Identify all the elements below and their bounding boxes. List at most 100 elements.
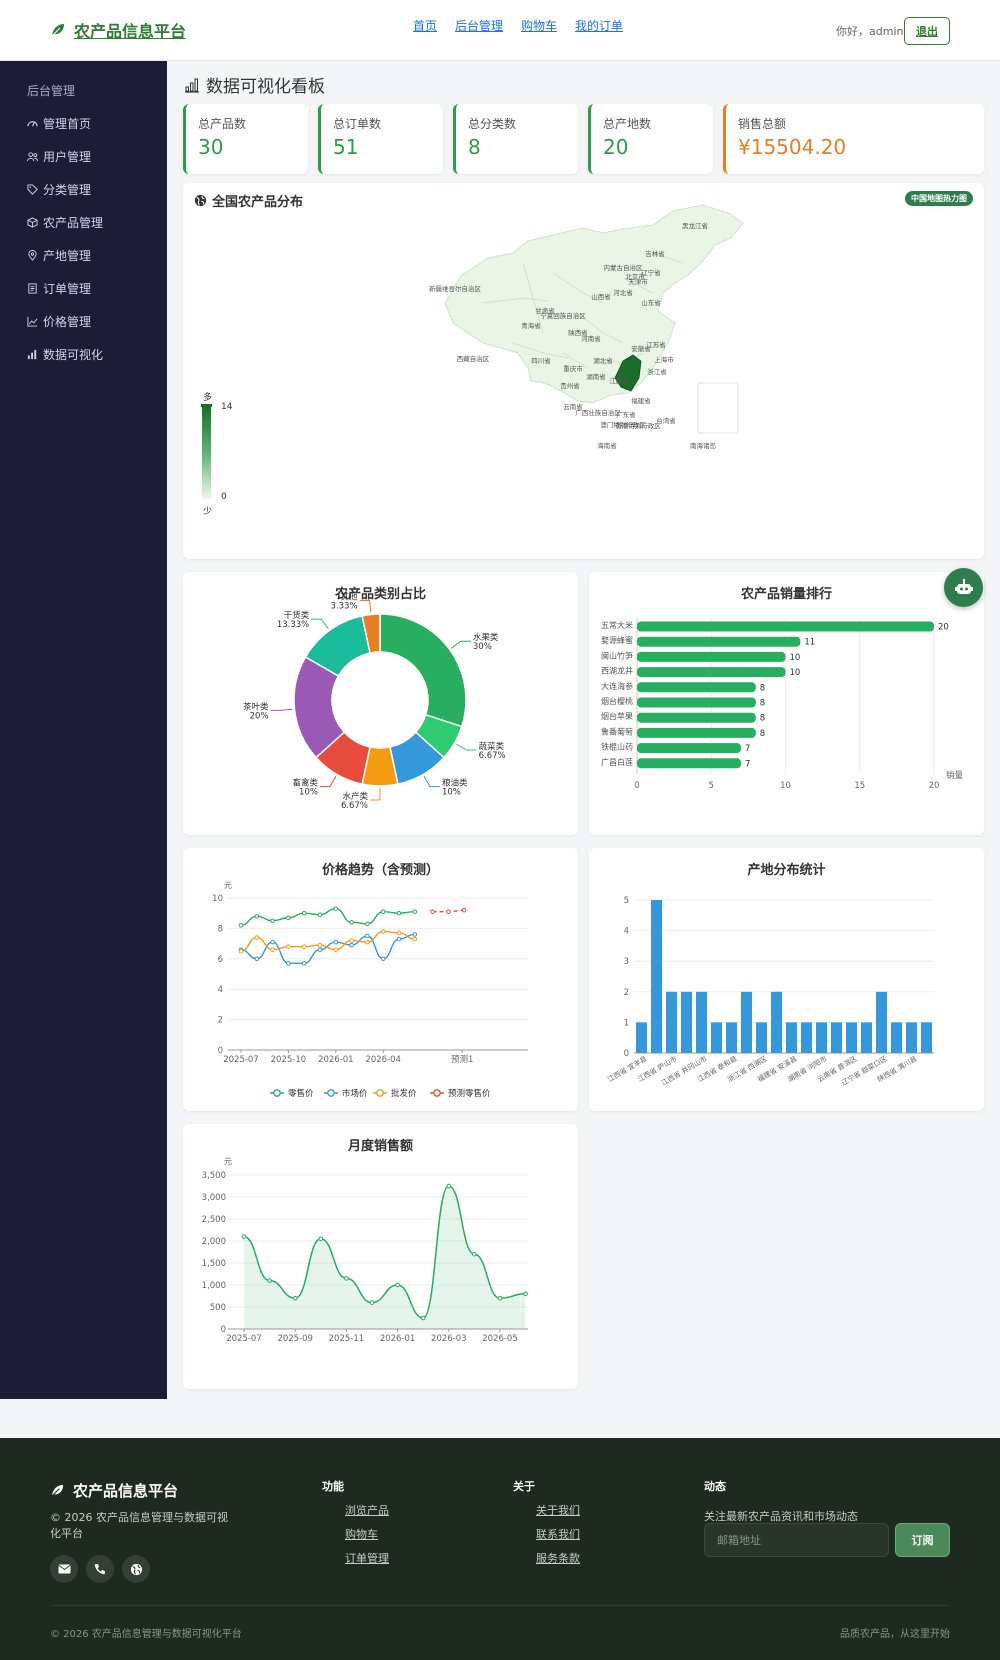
sidebar-item-dashboard[interactable]: 管理首页	[27, 115, 91, 132]
phone-social-button[interactable]	[86, 1555, 114, 1583]
nav-cart[interactable]: 购物车	[521, 19, 558, 33]
y-tick-label: 0	[218, 1046, 223, 1056]
location-icon	[28, 250, 37, 261]
bar	[876, 991, 887, 1053]
data-point	[420, 1315, 426, 1321]
bar	[786, 1022, 797, 1053]
y-tick-label: 3	[624, 957, 629, 967]
tag-icon	[27, 184, 38, 195]
province-label: 山西省	[591, 292, 611, 301]
data-point	[238, 923, 244, 928]
nav-home[interactable]: 首页	[413, 19, 438, 33]
sidebar: 后台管理 管理首页 用户管理 分类管理 农产品管理 产地管理 订单管理 价格管理…	[0, 61, 167, 1399]
bar	[637, 727, 756, 738]
logout-button[interactable]: 退出	[904, 17, 950, 45]
y-tick-label: 鲁番葡萄	[601, 726, 633, 736]
data-point	[238, 948, 244, 954]
sidebar-item-label: 数据可视化	[43, 348, 104, 362]
x-tick-label: 2026-04	[365, 1055, 401, 1065]
data-point	[380, 909, 386, 914]
legend-low: 少	[203, 507, 213, 517]
bar-value-label: 8	[760, 714, 765, 724]
sidebar-item-orders[interactable]: 订单管理	[27, 280, 91, 297]
y-tick-label: 2,500	[202, 1215, 226, 1225]
stat-value: 8	[468, 135, 481, 159]
y-tick-label: 8	[218, 924, 223, 934]
sales-ranking-card: 农产品销量排行 0 5 10 15 20 销量 五常大米 20 婺源蜂蜜 11 闽山竹笋 10 西湖龙井…	[589, 572, 984, 835]
data-point	[446, 909, 451, 914]
footer-link-cart[interactable]: 购物车	[345, 1528, 378, 1541]
stat-card-origins: 总产地数 20	[588, 104, 713, 174]
footer-link-orders[interactable]: 订单管理	[345, 1552, 389, 1565]
y-tick-label: 2	[624, 988, 629, 998]
x-tick-label: 2025-07	[223, 1055, 259, 1065]
legend-label: 预测零售价	[448, 1088, 491, 1099]
footer-copyright: © 2026 农产品信息管理与数据可视化平台	[50, 1511, 228, 1540]
bar	[711, 1022, 722, 1053]
subscribe-button[interactable]: 订阅	[895, 1523, 950, 1557]
bar-value-label: 11	[804, 638, 815, 648]
bar-value-label: 10	[790, 653, 801, 663]
x-tick-label: 0	[634, 781, 639, 791]
bar-value-label: 8	[760, 729, 765, 739]
footer-news-note: 关注最新农产品资讯和市场动态	[704, 1510, 858, 1523]
nav-admin[interactable]: 后台管理	[455, 19, 504, 33]
x-axis-label: 销量	[946, 770, 964, 781]
sidebar-item-users[interactable]: 用户管理	[27, 148, 91, 165]
bar	[637, 621, 934, 632]
stat-value: 30	[198, 135, 224, 159]
bar	[637, 651, 786, 662]
data-point	[369, 1300, 375, 1305]
sidebar-item-origins[interactable]: 产地管理	[27, 247, 91, 264]
data-point	[349, 938, 354, 943]
pie-label-line	[450, 640, 471, 649]
sidebar-item-prices[interactable]: 价格管理	[27, 313, 91, 330]
footer-brand: 农产品信息平台	[50, 1480, 178, 1501]
sidebar-item-visualization[interactable]: 数据可视化	[27, 346, 103, 363]
email-input[interactable]	[704, 1523, 889, 1557]
chat-assistant-button[interactable]	[944, 568, 983, 607]
data-point	[286, 944, 291, 949]
province-label: 天津市	[628, 277, 648, 286]
sales-area-chart: 元 0 500 1,000 1,500 2,000 2,500 3,000 3,500 2025-…	[202, 1157, 528, 1344]
y-tick-label: 大连海参	[601, 681, 633, 691]
footer-link-browse[interactable]: 浏览产品	[345, 1504, 389, 1517]
bar	[637, 712, 756, 723]
top-nav: 首页 后台管理 购物车 我的订单	[413, 17, 623, 34]
pie-label-line	[455, 743, 477, 751]
y-tick-label: 铁棍山药	[601, 742, 633, 752]
bar-value-label: 7	[745, 744, 750, 754]
sidebar-item-categories[interactable]: 分类管理	[27, 181, 91, 198]
email-social-button[interactable]	[50, 1555, 78, 1583]
bar	[681, 991, 692, 1053]
pie-label-name: 水产类	[342, 791, 368, 802]
bar	[921, 1022, 932, 1053]
brand-logo[interactable]: 农产品信息平台	[50, 18, 186, 42]
footer-link-about[interactable]: 关于我们	[536, 1504, 580, 1517]
bar-value-label: 20	[938, 623, 949, 633]
pie-label-name: 水果类	[473, 632, 499, 643]
nav-orders[interactable]: 我的订单	[575, 19, 624, 33]
web-social-button[interactable]	[122, 1555, 150, 1583]
province-label: 香港特别行政区	[615, 421, 661, 430]
data-point	[317, 942, 323, 948]
footer-link-terms[interactable]: 服务条款	[536, 1552, 580, 1565]
data-point	[344, 1276, 349, 1281]
legend-label: 批发价	[391, 1088, 417, 1099]
footer-divider	[50, 1605, 950, 1606]
pie-label-line	[311, 618, 329, 630]
sidebar-item-products[interactable]: 农产品管理	[27, 214, 103, 231]
province-label: 江苏省	[646, 340, 666, 349]
bar-value-label: 8	[760, 699, 765, 709]
stat-label: 销售总额	[738, 117, 787, 131]
data-point	[380, 929, 386, 934]
province-label: 广西壮族自治区	[575, 408, 621, 417]
footer-link-contact[interactable]: 联系我们	[536, 1528, 580, 1541]
data-point	[472, 1251, 477, 1257]
pie-label-value: 30%	[473, 642, 492, 652]
legend-handle-top	[201, 404, 212, 407]
bar	[771, 991, 782, 1053]
footer-col-about-title: 关于	[513, 1480, 535, 1493]
data-point	[365, 933, 370, 939]
